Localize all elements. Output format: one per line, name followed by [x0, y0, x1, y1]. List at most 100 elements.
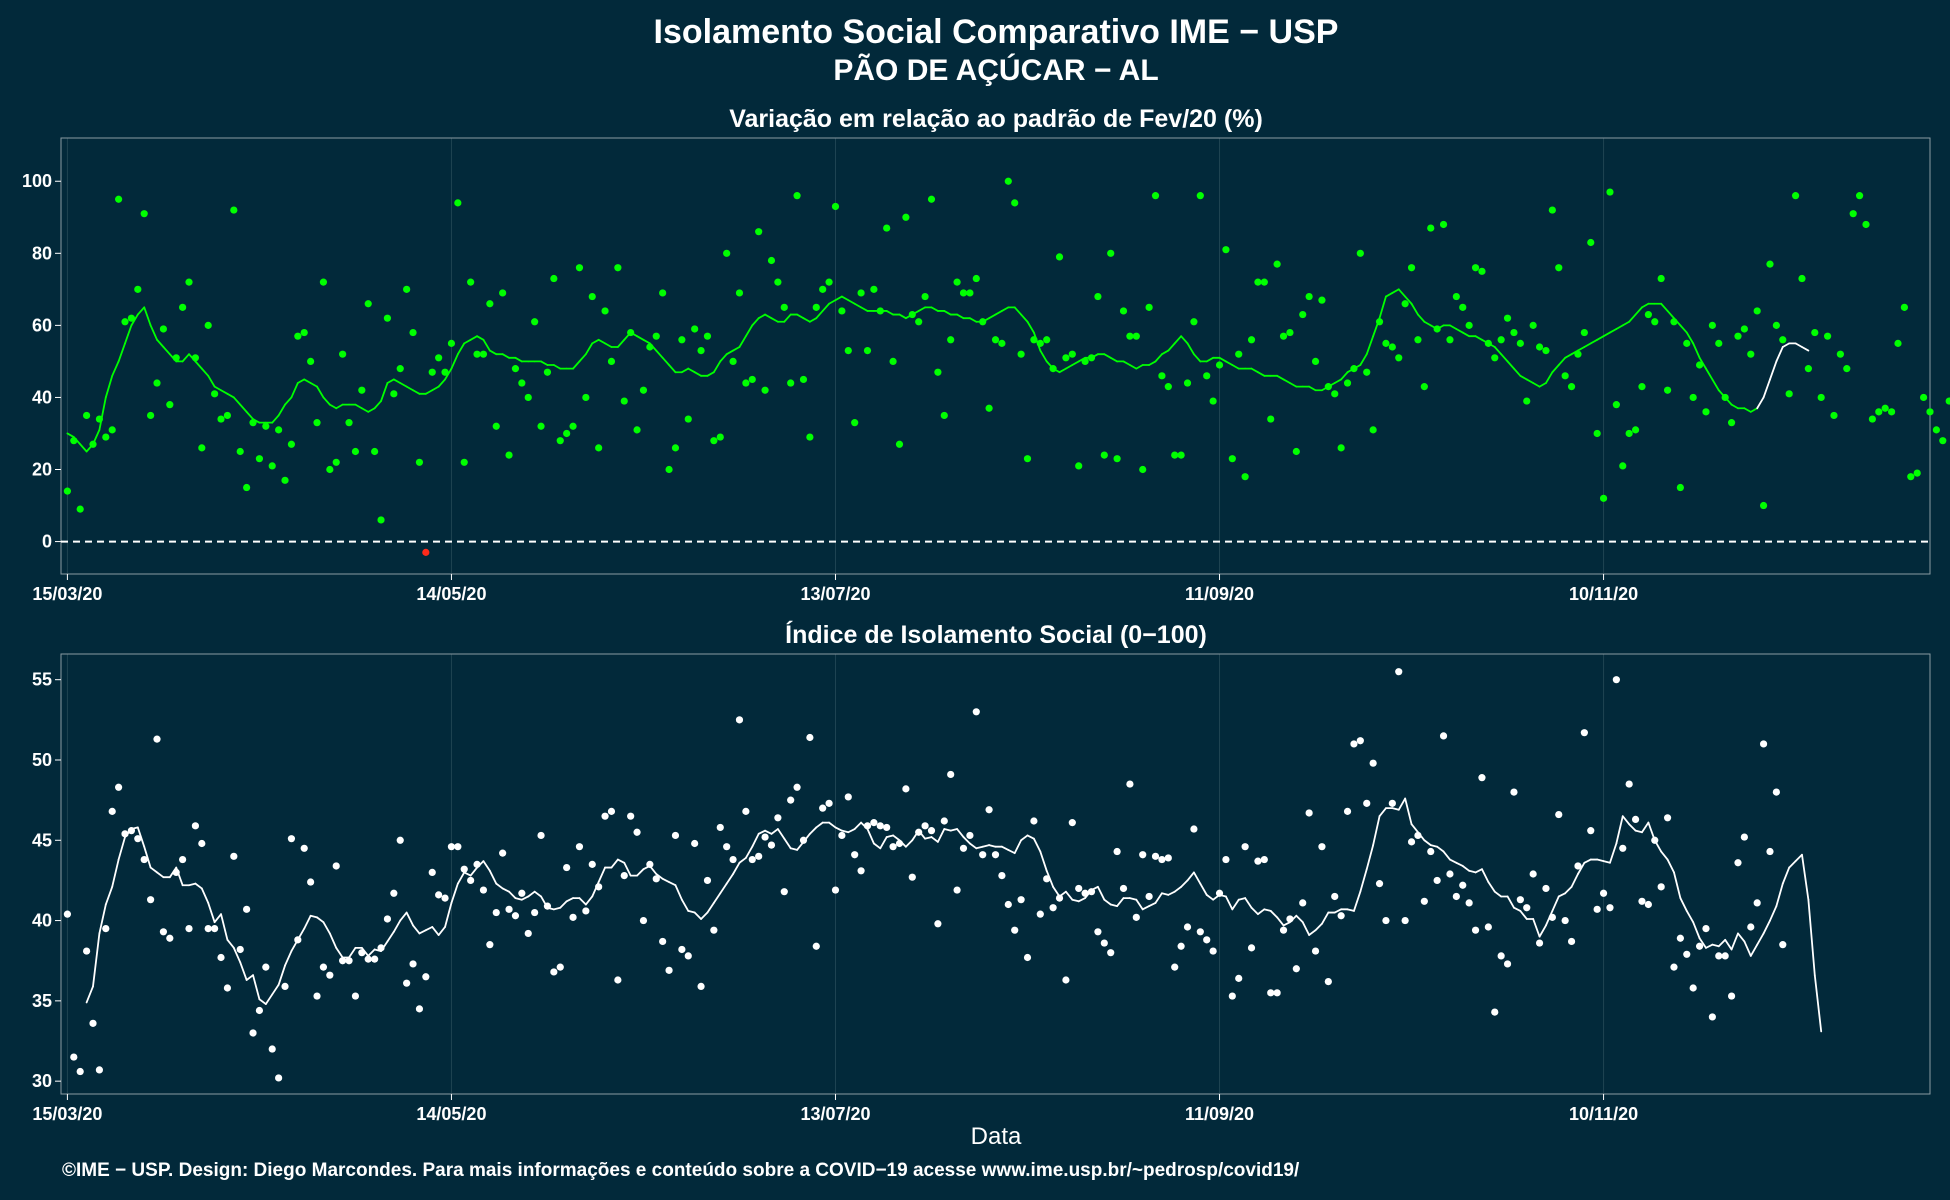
p0-data-point — [1593, 429, 1601, 438]
p0-data-point — [1183, 379, 1192, 387]
p1-data-point — [1177, 942, 1185, 950]
p1-moving-average-segment — [1436, 845, 1445, 853]
p1-data-point — [1337, 912, 1345, 920]
p1-data-point — [1139, 851, 1147, 859]
p1-moving-average-segment — [1359, 868, 1368, 893]
p1-data-point — [665, 966, 673, 974]
p1-data-point — [927, 827, 936, 835]
p1-moving-average-segment — [559, 900, 568, 909]
p0-data-point — [646, 343, 654, 351]
p1-data-point — [537, 831, 545, 840]
p0-data-point — [499, 289, 507, 297]
p1-moving-average-segment — [988, 844, 997, 848]
p0-data-point — [607, 357, 616, 366]
p1-data-point — [166, 934, 174, 942]
p1-data-point — [467, 876, 475, 885]
p0-data-point — [1599, 494, 1608, 502]
p0-data-point — [556, 437, 564, 445]
p1-data-point — [1036, 910, 1044, 918]
p1-moving-average-segment — [1295, 914, 1304, 924]
p0-data-point — [812, 303, 820, 311]
p0-moving-average-segment — [1180, 335, 1189, 345]
p1-data-point — [876, 822, 884, 830]
p0-data-point — [524, 393, 532, 402]
p1-moving-average-segment — [322, 921, 331, 935]
p0-data-point — [217, 415, 225, 423]
p1-data-point — [735, 716, 744, 724]
p0-moving-average-segment — [968, 317, 978, 323]
p0-data-point — [435, 354, 443, 362]
p0-moving-average-segment — [1538, 382, 1547, 388]
p1-moving-average-segment — [444, 902, 453, 928]
p0-moving-average-segment — [1193, 353, 1202, 363]
p0-moving-average-segment — [1449, 324, 1458, 330]
p0-moving-average-segment — [1634, 306, 1643, 316]
p0-data-point — [89, 440, 97, 448]
p1-moving-average-segment — [424, 926, 434, 932]
p1-moving-average-segment — [258, 998, 267, 1005]
p1-moving-average-segment — [1794, 853, 1803, 863]
p0-data-point — [409, 328, 417, 337]
p0-data-point — [1631, 426, 1640, 434]
p0-data-point — [1727, 419, 1736, 427]
p0-data-point — [563, 429, 571, 438]
p0-moving-average-segment — [456, 342, 466, 356]
p0-data-point — [1100, 451, 1108, 459]
p0-data-point — [1305, 292, 1313, 301]
p0-moving-average-segment — [1033, 331, 1042, 352]
p0-data-point — [204, 321, 212, 329]
p1-data-point — [838, 831, 846, 840]
p1-data-point — [1145, 892, 1153, 901]
p0-moving-average-segment — [1173, 335, 1183, 345]
p0-data-point — [1254, 278, 1262, 286]
p1-data-point — [1619, 844, 1627, 852]
p0-data-point — [1395, 354, 1403, 362]
p0-moving-average-segment — [828, 299, 837, 305]
p1-moving-average-segment — [1641, 821, 1650, 834]
p0-moving-average-segment — [450, 353, 459, 370]
p1-x-tick-label: 13/07/20 — [800, 1104, 870, 1124]
p0-data-point — [223, 411, 232, 420]
p0-data-point — [1062, 354, 1070, 362]
figure-title-line2: PÃO DE AÇÚCAR − AL — [833, 53, 1158, 87]
p1-moving-average-segment — [584, 895, 594, 906]
p0-moving-average-segment — [360, 407, 370, 413]
p1-data-point — [531, 908, 539, 917]
p1-moving-average-segment — [527, 890, 536, 898]
p1-moving-average-segment — [92, 932, 101, 988]
p0-moving-average-segment — [424, 389, 434, 395]
p0-data-point — [307, 357, 315, 366]
p0-data-point — [883, 224, 891, 232]
p1-moving-average-segment — [1263, 908, 1272, 912]
p1-data-point — [588, 860, 596, 868]
p0-data-point — [1619, 462, 1627, 470]
p1-data-point — [511, 912, 520, 920]
p0-moving-average-segment — [930, 306, 939, 312]
p1-data-point — [1555, 810, 1563, 819]
p1-data-point — [569, 913, 577, 921]
p1-moving-average-segment — [143, 845, 152, 869]
p0-data-point — [1286, 328, 1294, 337]
p0-data-point — [243, 483, 251, 492]
p0-data-point — [1471, 264, 1480, 272]
p0-moving-average-segment — [1289, 382, 1298, 388]
p1-data-point — [332, 862, 340, 870]
p1-data-point — [377, 944, 385, 952]
p0-data-point — [998, 339, 1006, 347]
p1-moving-average-segment — [213, 913, 222, 924]
p0-data-point — [281, 476, 289, 484]
p1-data-point — [1779, 941, 1787, 949]
p1-moving-average-segment — [1602, 860, 1611, 864]
p1-moving-average-segment — [565, 897, 574, 903]
p1-moving-average-segment — [271, 983, 280, 996]
p1-data-point — [1465, 899, 1473, 907]
p1-data-point — [198, 839, 206, 848]
p0-moving-average-segment — [1589, 338, 1599, 345]
p1-data-point — [1471, 926, 1480, 934]
p1-data-point — [1235, 974, 1243, 982]
p1-moving-average-segment — [1685, 910, 1695, 924]
p0-data-point — [979, 318, 987, 326]
p0-moving-average-segment — [1596, 335, 1605, 341]
p1-data-point — [275, 1074, 283, 1082]
